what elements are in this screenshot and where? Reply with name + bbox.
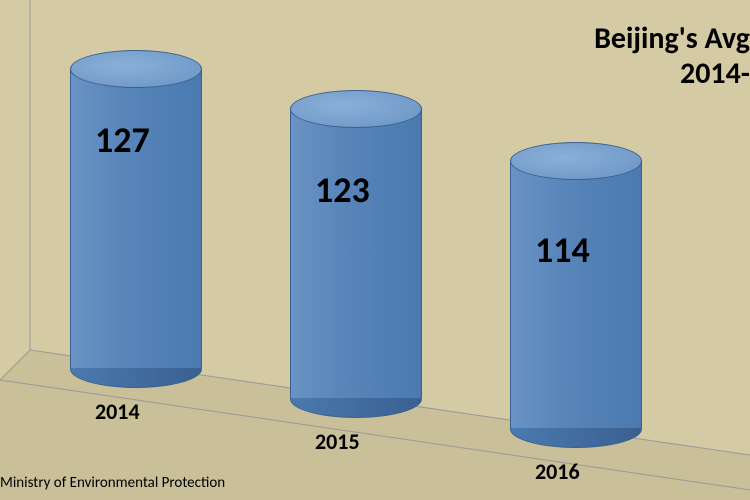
- chart-container: 127 123 114 2014 2015 2016 Beijing's Avg…: [0, 0, 750, 500]
- value-label-2014: 127: [95, 118, 150, 162]
- chart-title-line2: 2014-: [680, 55, 750, 92]
- bar-2014-top: [70, 50, 202, 88]
- bar-2014-body: [70, 68, 202, 368]
- bar-2015-top: [290, 90, 422, 128]
- value-label-2015: 123: [315, 168, 370, 212]
- axis-label-2014: 2014: [95, 398, 140, 425]
- source-label: Ministry of Environmental Protection: [0, 474, 225, 492]
- axis-label-2016: 2016: [535, 458, 580, 485]
- bar-2015-body: [290, 108, 422, 398]
- axis-label-2015: 2015: [315, 428, 360, 455]
- chart-title-line1: Beijing's Avg: [594, 20, 750, 57]
- value-label-2016: 114: [535, 228, 590, 272]
- bar-2016-body: [510, 160, 642, 428]
- bar-2016-top: [510, 142, 642, 180]
